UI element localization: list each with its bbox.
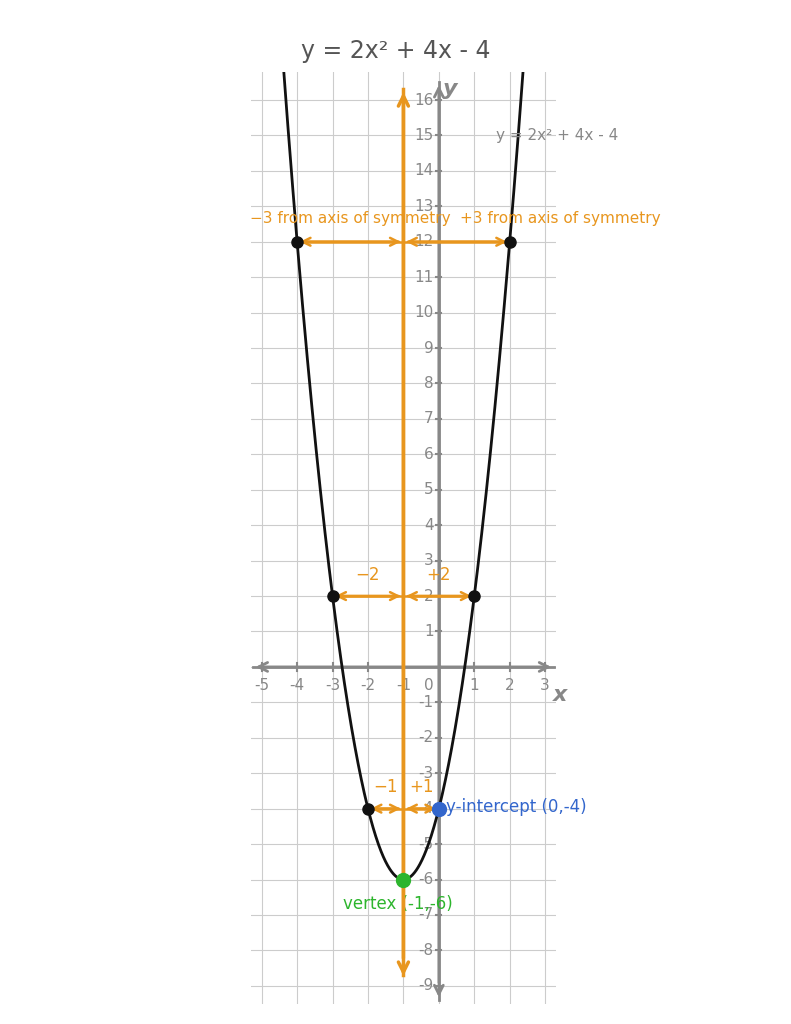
Text: 0: 0 <box>424 678 433 692</box>
Text: x: x <box>553 685 567 705</box>
Text: 4: 4 <box>424 518 433 532</box>
Text: -2: -2 <box>361 678 376 692</box>
Text: −2: −2 <box>356 565 380 584</box>
Text: 13: 13 <box>414 199 433 214</box>
Text: +1: +1 <box>409 778 433 797</box>
Text: -8: -8 <box>418 943 433 957</box>
Text: 1: 1 <box>470 678 479 692</box>
Text: 9: 9 <box>424 341 433 355</box>
Text: -1: -1 <box>396 678 411 692</box>
Text: -3: -3 <box>325 678 340 692</box>
Text: 1: 1 <box>424 624 433 639</box>
Text: -6: -6 <box>418 872 433 887</box>
Text: 2: 2 <box>424 589 433 603</box>
Text: −3 from axis of symmetry: −3 from axis of symmetry <box>250 211 451 226</box>
Text: 6: 6 <box>424 446 433 462</box>
Text: -1: -1 <box>418 695 433 710</box>
Text: 8: 8 <box>424 376 433 391</box>
Text: -7: -7 <box>418 907 433 923</box>
Text: -5: -5 <box>254 678 269 692</box>
Text: y-intercept (0,-4): y-intercept (0,-4) <box>446 798 587 816</box>
Text: vertex (-1,-6): vertex (-1,-6) <box>343 895 453 913</box>
Text: −1: −1 <box>373 778 398 797</box>
Text: +3 from axis of symmetry: +3 from axis of symmetry <box>460 211 660 226</box>
Text: 15: 15 <box>414 128 433 143</box>
Text: 5: 5 <box>424 482 433 498</box>
Text: -5: -5 <box>418 837 433 852</box>
Text: +2: +2 <box>426 565 451 584</box>
Text: 12: 12 <box>414 234 433 249</box>
Text: -9: -9 <box>418 978 433 993</box>
Text: y: y <box>443 79 457 98</box>
Text: 3: 3 <box>540 678 550 692</box>
Text: -4: -4 <box>290 678 305 692</box>
Text: 14: 14 <box>414 164 433 178</box>
Text: 7: 7 <box>424 412 433 426</box>
Text: -3: -3 <box>418 766 433 780</box>
Text: 10: 10 <box>414 305 433 321</box>
Text: 11: 11 <box>414 269 433 285</box>
Text: y = 2x² + 4x - 4: y = 2x² + 4x - 4 <box>495 128 618 143</box>
Text: -2: -2 <box>418 730 433 745</box>
Text: -4: -4 <box>418 801 433 816</box>
Text: 16: 16 <box>414 92 433 108</box>
Text: y = 2x² + 4x - 4: y = 2x² + 4x - 4 <box>301 39 490 62</box>
Text: 3: 3 <box>424 553 433 568</box>
Text: 2: 2 <box>505 678 514 692</box>
